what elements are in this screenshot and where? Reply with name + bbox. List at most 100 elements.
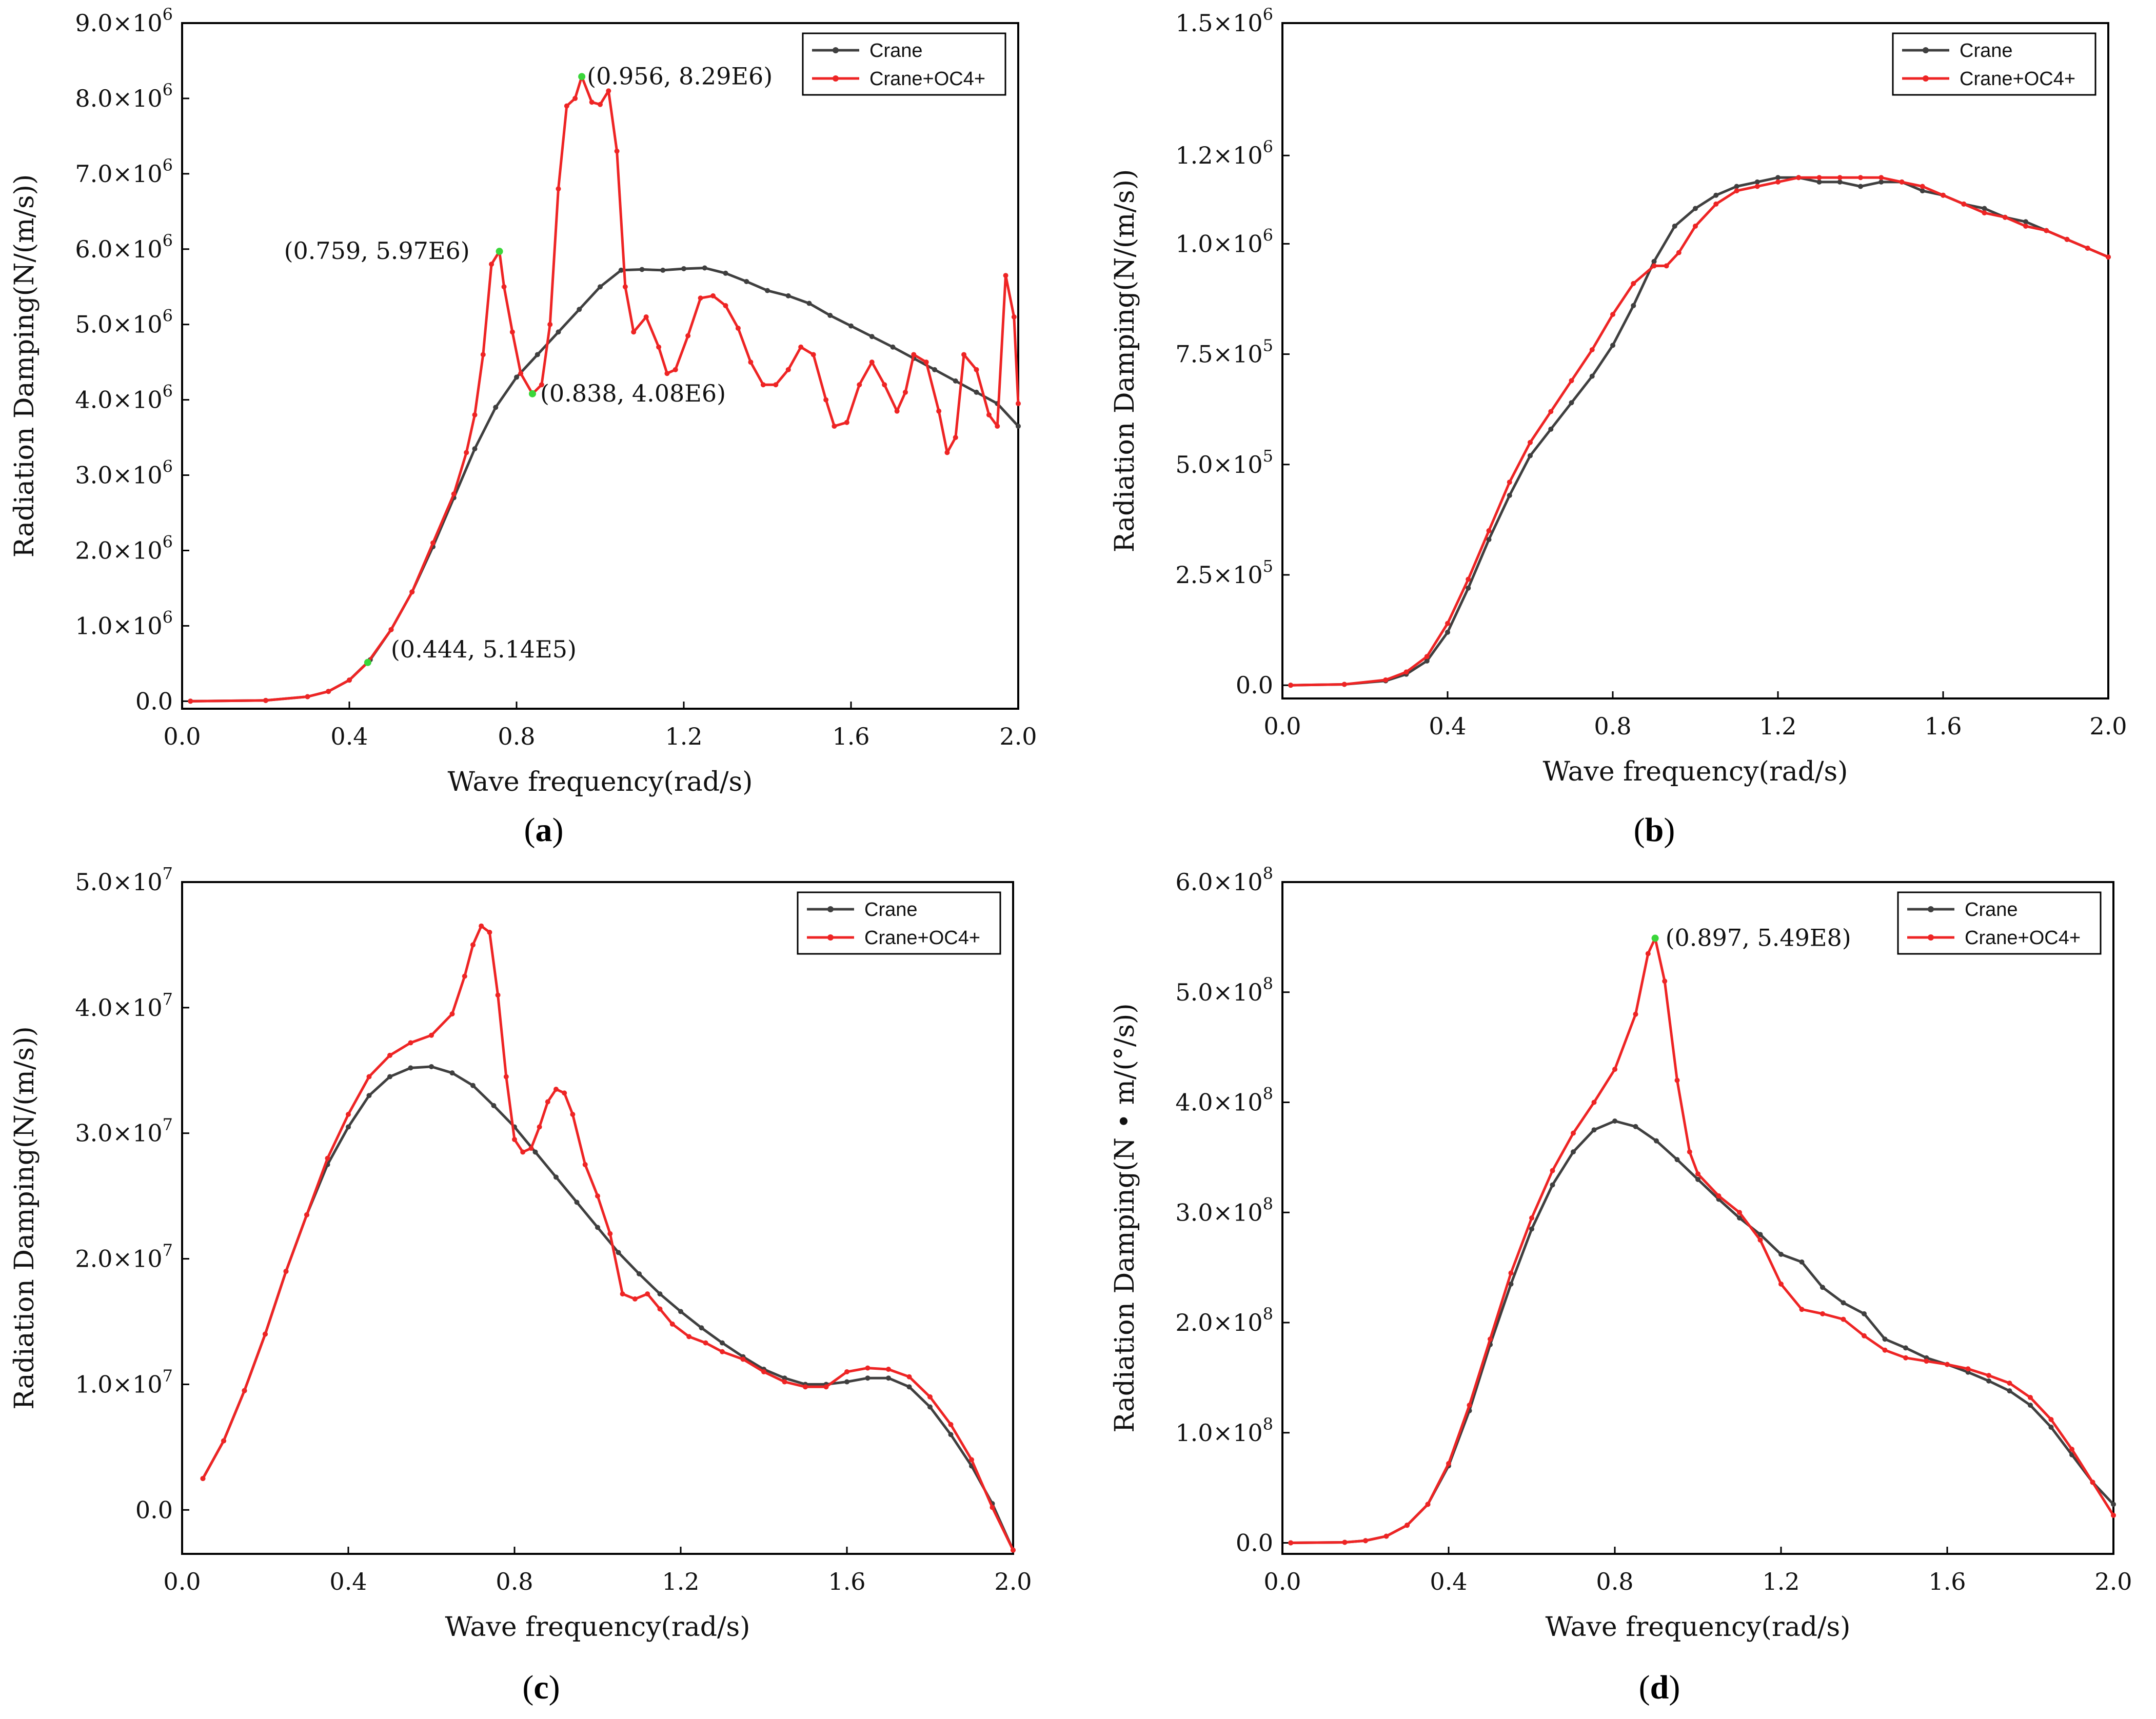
- data-point: [995, 424, 1000, 429]
- y-tick-exponent: 8: [1263, 974, 1273, 993]
- panel-d-chart: 0.0 0.4 0.8 1.2 1.6 2.00.01.0×1082.0×1083.0×1…: [1110, 864, 2132, 1706]
- data-point: [656, 344, 662, 350]
- data-point: [810, 352, 816, 357]
- data-point: [1664, 263, 1669, 269]
- data-point: [1446, 1461, 1451, 1466]
- x-tick-label: 1.6: [828, 1568, 865, 1595]
- data-point: [1841, 1300, 1846, 1306]
- data-point: [886, 1367, 891, 1372]
- data-point: [1486, 528, 1492, 533]
- data-point: [1550, 1182, 1555, 1188]
- data-point: [1878, 175, 1884, 181]
- data-point: [408, 1065, 413, 1071]
- data-point: [582, 1162, 588, 1167]
- data-point: [1858, 175, 1863, 181]
- data-point: [487, 929, 492, 935]
- data-point: [782, 1375, 787, 1381]
- x-tick-label: 2.0: [999, 723, 1037, 750]
- data-point: [1508, 1270, 1514, 1276]
- data-point: [518, 371, 524, 376]
- data-point: [574, 1200, 580, 1205]
- data-point: [911, 352, 917, 357]
- data-point: [520, 1149, 526, 1155]
- data-point: [1528, 439, 1533, 445]
- data-point: [1486, 537, 1492, 543]
- y-tick-base: 2.0×10: [1175, 1309, 1262, 1336]
- y-tick-base: 3.0×10: [75, 1120, 162, 1147]
- data-point: [1799, 1259, 1805, 1265]
- data-point: [429, 1064, 434, 1069]
- y-tick-label: 2.5×105: [1175, 556, 1273, 589]
- data-point: [702, 265, 707, 271]
- data-point: [827, 313, 833, 318]
- y-tick-base: 1.2×10: [1175, 142, 1262, 169]
- data-point: [848, 323, 854, 329]
- data-point: [1734, 188, 1739, 194]
- x-tick-label: 1.2: [662, 1568, 699, 1595]
- y-tick-label: 4.0×107: [75, 989, 173, 1022]
- data-point: [1424, 658, 1430, 664]
- y-tick-base: 1.0×10: [1175, 1419, 1262, 1447]
- data-point: [491, 1103, 497, 1108]
- data-point: [1651, 258, 1657, 264]
- data-point: [1941, 192, 1946, 198]
- data-point: [595, 1225, 600, 1230]
- y-tick-base: 1.0×10: [75, 612, 162, 639]
- data-point: [1737, 1215, 1742, 1221]
- caption-paren-close: ): [552, 811, 564, 849]
- data-point: [1778, 1251, 1784, 1257]
- data-point: [969, 1457, 974, 1463]
- data-point: [2044, 228, 2049, 233]
- data-point: [347, 677, 352, 683]
- y-tick-base: 3.0×10: [1175, 1198, 1262, 1226]
- data-point: [765, 288, 770, 293]
- y-tick-exponent: 7: [163, 1115, 173, 1134]
- y-tick-exponent: 5: [1263, 556, 1273, 576]
- legend: Crane Crane+OC4+: [802, 32, 1006, 96]
- y-tick-exponent: 8: [1263, 1414, 1273, 1434]
- x-tick-label: 0.0: [1263, 1568, 1301, 1595]
- y-axis-title: Radiation Damping(N/(m/s)): [1110, 169, 1140, 553]
- y-tick-exponent: 5: [1263, 336, 1273, 355]
- data-point: [495, 992, 501, 998]
- data-point: [1862, 1333, 1867, 1338]
- data-point: [890, 344, 896, 350]
- data-point: [2023, 219, 2028, 225]
- data-point: [2028, 1403, 2033, 1408]
- data-point: [1672, 223, 1677, 229]
- y-tick-exponent: 5: [1263, 446, 1273, 466]
- data-point: [1693, 206, 1698, 211]
- y-tick-exponent: 6: [1263, 225, 1273, 245]
- data-point: [686, 1334, 692, 1340]
- data-point: [1403, 669, 1409, 675]
- data-point: [720, 1340, 725, 1346]
- data-point: [1363, 1538, 1368, 1544]
- data-point: [906, 1374, 912, 1380]
- data-point: [823, 397, 829, 403]
- data-point: [1528, 453, 1533, 458]
- y-tick-label: 1.0×108: [1175, 1414, 1273, 1447]
- data-point: [1924, 1358, 1929, 1364]
- y-tick-base: 2.0×10: [75, 536, 162, 564]
- data-point: [2064, 236, 2070, 242]
- data-point: [614, 148, 620, 154]
- data-point: [785, 367, 791, 372]
- y-tick-label: 0.0: [1236, 1529, 1273, 1557]
- panel-caption: (d): [1639, 1669, 1680, 1706]
- data-point: [489, 262, 495, 267]
- data-point: [1016, 401, 1021, 406]
- data-point: [761, 1369, 766, 1374]
- data-point: [1529, 1226, 1534, 1232]
- y-tick-base: 4.0×10: [75, 386, 162, 414]
- data-point: [263, 1331, 268, 1337]
- data-point: [532, 1149, 538, 1155]
- data-point: [1757, 1237, 1763, 1243]
- data-point: [953, 435, 958, 441]
- data-point: [1633, 1124, 1638, 1129]
- data-point: [1778, 1281, 1784, 1287]
- data-point: [1903, 1355, 1908, 1361]
- data-point: [1589, 373, 1595, 379]
- data-point: [528, 1146, 534, 1151]
- data-point: [723, 270, 728, 276]
